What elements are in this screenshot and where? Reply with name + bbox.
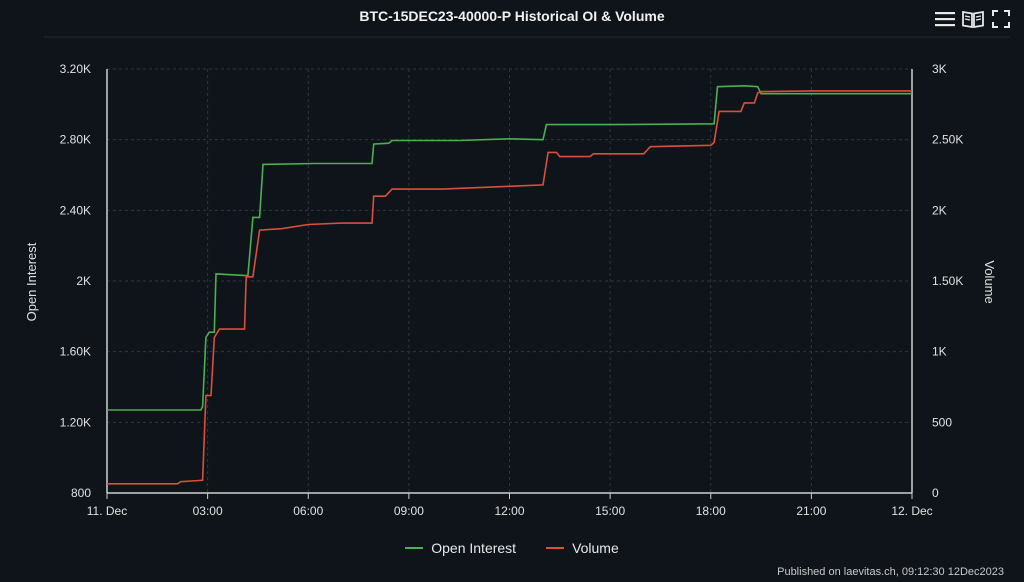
y-right-tick-label: 1.50K [932,274,963,288]
y-right-tick-label: 3K [932,62,947,76]
axes: 800 1.20K 1.60K 2K 2.40K 2.80K 3.20K 0 500 1K 1.50… [60,62,964,518]
x-tick-label: 06:00 [293,504,323,518]
fullscreen-icon[interactable] [990,8,1012,30]
x-tick-label: 11. Dec [87,504,127,518]
chart-toolbar [934,8,1012,30]
chart-legend: Open Interest Volume [0,540,1024,556]
series-line-open-interest[interactable] [107,84,912,411]
y-right-tick-label: 2K [932,203,947,217]
y-left-tick-label: 1.60K [60,345,91,359]
published-credit: Published on laevitas.ch, 09:12:30 12Dec… [777,566,1004,578]
series-lines [107,84,912,485]
y-right-tick-label: 1K [932,345,947,359]
x-tick-label: 09:00 [394,504,424,518]
y-axis-left-title: Open Interest [24,242,39,321]
y-left-tick-label: 1.20K [60,415,91,429]
x-tick-label: 18:00 [696,504,726,518]
y-axis-right-title: Volume [982,260,997,303]
hamburger-menu-icon[interactable] [934,8,956,30]
legend-label-open-interest: Open Interest [431,540,517,556]
legend-swatch-volume [546,547,565,549]
y-right-tick-label: 0 [932,486,939,500]
x-tick-label: 03:00 [193,504,223,518]
x-tick-label: 15:00 [595,504,625,518]
grid-lines [107,68,912,494]
x-tick-label: 12:00 [494,504,524,518]
open-book-icon[interactable] [962,8,984,30]
y-left-tick-label: 3.20K [60,62,91,76]
chart-title: BTC-15DEC23-40000-P Historical OI & Volu… [359,8,665,24]
legend-item-volume[interactable]: Volume [546,540,619,556]
series-line-volume[interactable] [107,90,912,485]
x-tick-label: 12. Dec [891,504,932,518]
legend-item-open-interest[interactable]: Open Interest [405,540,516,556]
y-left-tick-label: 800 [71,486,91,500]
y-left-tick-label: 2.40K [60,203,91,217]
y-right-tick-label: 2.50K [932,133,963,147]
legend-swatch-open-interest [405,547,424,549]
x-tick-label: 21:00 [796,504,826,518]
y-right-tick-label: 500 [932,415,952,429]
y-left-tick-label: 2K [76,274,91,288]
legend-label-volume: Volume [572,540,619,556]
y-left-tick-label: 2.80K [60,133,91,147]
